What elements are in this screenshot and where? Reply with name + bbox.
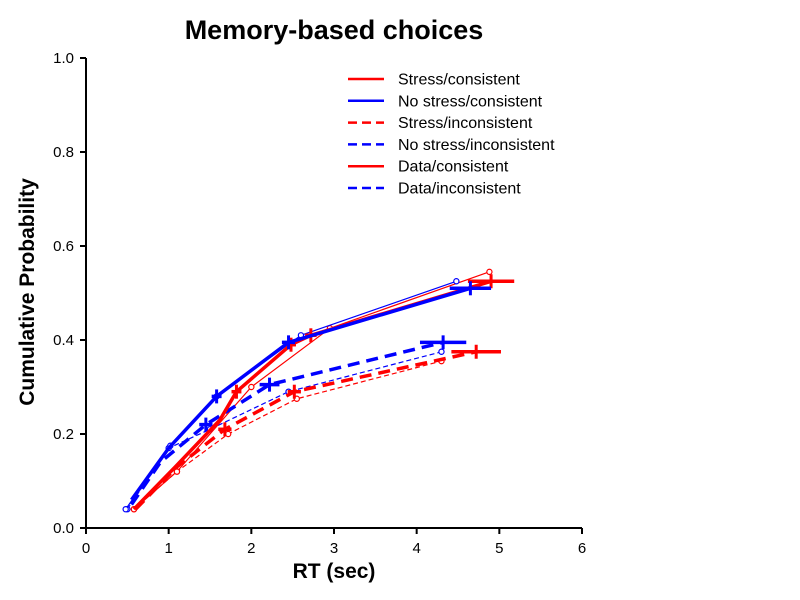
x-tick-label: 6: [578, 540, 586, 557]
x-tick-label: 4: [412, 540, 420, 557]
data-point: [173, 468, 181, 475]
data-series: [130, 268, 493, 513]
data-point: [248, 383, 255, 391]
x-tick-label: 1: [164, 540, 172, 557]
legend-item: Stress/inconsistent: [348, 115, 533, 132]
data-point: [486, 268, 493, 276]
series-line: [126, 351, 442, 510]
model-series: [130, 281, 492, 501]
y-tick-label: 0.0: [53, 520, 74, 537]
series-line: [133, 271, 490, 510]
data-point: [438, 348, 445, 355]
y-tick-label: 0.8: [53, 144, 74, 161]
legend: Stress/consistent No stress/consistent Str…: [348, 72, 555, 198]
data-point: [122, 506, 129, 513]
series-layer: [122, 268, 515, 513]
x-axis-title: RT (sec): [293, 560, 376, 583]
data-point: [453, 278, 460, 285]
legend-label: Stress/consistent: [398, 72, 520, 89]
chart-title: Memory-based choices: [185, 15, 484, 45]
model-series: [130, 335, 467, 506]
y-tick-label: 1.0: [53, 50, 74, 67]
y-tick-label: 0.4: [53, 332, 74, 349]
legend-item: Data/consistent: [348, 159, 509, 176]
y-tick-label: 0.2: [53, 426, 74, 443]
series-line: [132, 279, 492, 511]
legend-label: Stress/inconsistent: [398, 115, 533, 132]
legend-label: No stress/inconsistent: [398, 137, 555, 154]
axes: 0 1 2 3 4 5 6 0.0 0.2 0.4 0.6 0.8 1.0: [53, 50, 586, 557]
legend-item: Stress/consistent: [348, 72, 520, 89]
legend-label: No stress/consistent: [398, 93, 543, 110]
x-tick-label: 2: [247, 540, 255, 557]
y-axis-title: Cumulative Probability: [16, 178, 39, 406]
legend-item: Data/inconsistent: [348, 181, 521, 198]
data-series: [130, 357, 445, 513]
x-tick-label: 0: [82, 540, 90, 557]
data-series: [124, 348, 445, 513]
legend-label: Data/consistent: [398, 159, 509, 176]
series-line: [130, 286, 471, 501]
series-line: [130, 340, 444, 506]
legend-item: No stress/inconsistent: [348, 137, 555, 154]
legend-item: No stress/consistent: [348, 93, 543, 110]
legend-label: Data/inconsistent: [398, 181, 521, 198]
x-tick-label: 3: [330, 540, 338, 557]
x-tick-label: 5: [495, 540, 503, 557]
y-tick-label: 0.6: [53, 238, 74, 255]
